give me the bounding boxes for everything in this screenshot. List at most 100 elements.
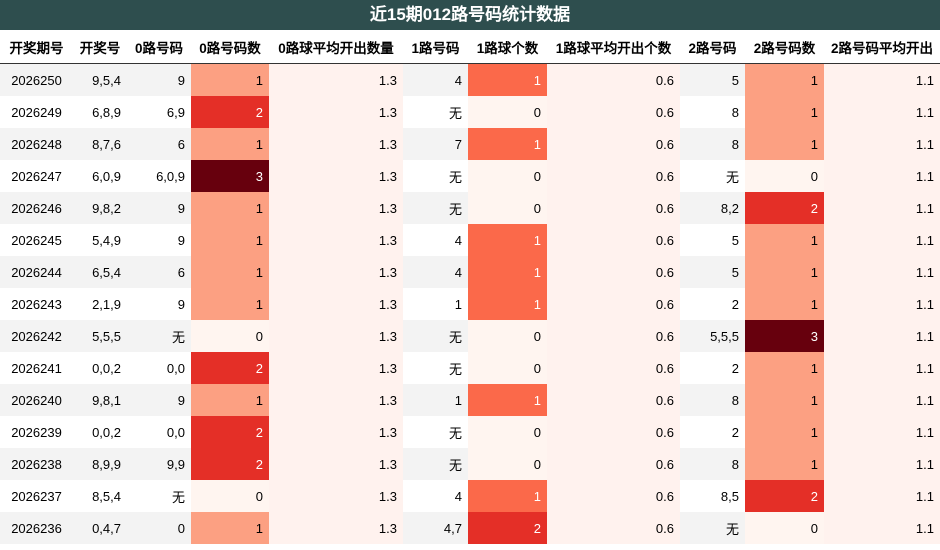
r1-numbers-cell: 无 [403, 448, 468, 480]
r0-count-cell: 1 [191, 384, 269, 416]
r0-count-cell: 0 [191, 320, 269, 352]
r0-avg-cell: 1.3 [269, 352, 403, 384]
r2-count-cell: 1 [745, 416, 824, 448]
issue-cell: 2026250 [0, 63, 73, 96]
r0-avg-cell: 1.3 [269, 224, 403, 256]
issue-cell: 2026242 [0, 320, 73, 352]
r0-count-cell: 0 [191, 480, 269, 512]
r2-count-cell: 1 [745, 288, 824, 320]
r0-numbers-cell: 0,0 [127, 352, 191, 384]
r0-avg-cell: 1.3 [269, 96, 403, 128]
r1-numbers-cell: 4,7 [403, 512, 468, 544]
r2-count-cell: 1 [745, 256, 824, 288]
col-header-r0-numbers: 0路号码 [127, 30, 191, 64]
r2-numbers-cell: 8 [680, 96, 745, 128]
table-row: 2026245 5,4,9 9 1 1.3 4 1 0.6 5 1 1.1 [0, 224, 940, 256]
r2-avg-cell: 1.1 [824, 288, 940, 320]
r0-numbers-cell: 6,0,9 [127, 160, 191, 192]
issue-cell: 2026238 [0, 448, 73, 480]
r1-count-cell: 0 [468, 192, 547, 224]
table-row: 2026247 6,0,9 6,0,9 3 1.3 无 0 0.6 无 0 1.1 [0, 160, 940, 192]
r1-avg-cell: 0.6 [547, 480, 680, 512]
r1-avg-cell: 0.6 [547, 448, 680, 480]
r0-avg-cell: 1.3 [269, 63, 403, 96]
r0-avg-cell: 1.3 [269, 480, 403, 512]
r2-numbers-cell: 5 [680, 224, 745, 256]
table-row: 2026243 2,1,9 9 1 1.3 1 1 0.6 2 1 1.1 [0, 288, 940, 320]
r2-avg-cell: 1.1 [824, 256, 940, 288]
col-header-r0-avg: 0路球平均开出数量 [269, 30, 403, 64]
r0-numbers-cell: 9 [127, 288, 191, 320]
r1-count-cell: 0 [468, 448, 547, 480]
issue-cell: 2026241 [0, 352, 73, 384]
r2-count-cell: 1 [745, 224, 824, 256]
r0-count-cell: 2 [191, 448, 269, 480]
draw-cell: 9,8,2 [73, 192, 127, 224]
col-header-r2-count: 2路号码数 [745, 30, 824, 64]
r0-avg-cell: 1.3 [269, 320, 403, 352]
r2-numbers-cell: 8 [680, 384, 745, 416]
r2-numbers-cell: 5 [680, 63, 745, 96]
r2-numbers-cell: 8,5 [680, 480, 745, 512]
r1-avg-cell: 0.6 [547, 128, 680, 160]
table-row: 2026239 0,0,2 0,0 2 1.3 无 0 0.6 2 1 1.1 [0, 416, 940, 448]
r0-avg-cell: 1.3 [269, 288, 403, 320]
col-header-r0-count: 0路号码数 [191, 30, 269, 64]
r0-numbers-cell: 无 [127, 480, 191, 512]
r1-count-cell: 0 [468, 416, 547, 448]
r2-avg-cell: 1.1 [824, 160, 940, 192]
r0-count-cell: 1 [191, 288, 269, 320]
r1-avg-cell: 0.6 [547, 288, 680, 320]
r0-count-cell: 1 [191, 128, 269, 160]
r1-count-cell: 1 [468, 128, 547, 160]
r1-avg-cell: 0.6 [547, 320, 680, 352]
table-row: 2026244 6,5,4 6 1 1.3 4 1 0.6 5 1 1.1 [0, 256, 940, 288]
r0-numbers-cell: 9 [127, 63, 191, 96]
r1-count-cell: 0 [468, 96, 547, 128]
r1-numbers-cell: 无 [403, 96, 468, 128]
r2-numbers-cell: 8,2 [680, 192, 745, 224]
draw-cell: 9,5,4 [73, 63, 127, 96]
draw-cell: 5,5,5 [73, 320, 127, 352]
col-header-issue: 开奖期号 [0, 30, 73, 64]
table-row: 2026248 8,7,6 6 1 1.3 7 1 0.6 8 1 1.1 [0, 128, 940, 160]
r1-avg-cell: 0.6 [547, 384, 680, 416]
r2-numbers-cell: 8 [680, 448, 745, 480]
r1-count-cell: 1 [468, 224, 547, 256]
r1-numbers-cell: 7 [403, 128, 468, 160]
r2-count-cell: 0 [745, 512, 824, 544]
r2-numbers-cell: 无 [680, 512, 745, 544]
r0-avg-cell: 1.3 [269, 416, 403, 448]
r1-avg-cell: 0.6 [547, 63, 680, 96]
r2-count-cell: 1 [745, 448, 824, 480]
table-row: 2026241 0,0,2 0,0 2 1.3 无 0 0.6 2 1 1.1 [0, 352, 940, 384]
draw-cell: 6,5,4 [73, 256, 127, 288]
col-header-r1-count: 1路球个数 [468, 30, 547, 64]
draw-cell: 8,7,6 [73, 128, 127, 160]
r2-count-cell: 3 [745, 320, 824, 352]
r1-numbers-cell: 无 [403, 416, 468, 448]
r1-numbers-cell: 无 [403, 192, 468, 224]
draw-cell: 9,8,1 [73, 384, 127, 416]
issue-cell: 2026249 [0, 96, 73, 128]
r0-numbers-cell: 0,0 [127, 416, 191, 448]
r2-count-cell: 1 [745, 384, 824, 416]
issue-cell: 2026247 [0, 160, 73, 192]
r2-numbers-cell: 2 [680, 288, 745, 320]
r0-avg-cell: 1.3 [269, 160, 403, 192]
r1-count-cell: 1 [468, 384, 547, 416]
r0-avg-cell: 1.3 [269, 512, 403, 544]
r1-numbers-cell: 4 [403, 256, 468, 288]
issue-cell: 2026237 [0, 480, 73, 512]
r1-count-cell: 1 [468, 480, 547, 512]
r1-avg-cell: 0.6 [547, 416, 680, 448]
r2-avg-cell: 1.1 [824, 128, 940, 160]
issue-cell: 2026239 [0, 416, 73, 448]
table-row: 2026240 9,8,1 9 1 1.3 1 1 0.6 8 1 1.1 [0, 384, 940, 416]
r2-numbers-cell: 2 [680, 416, 745, 448]
r0-avg-cell: 1.3 [269, 448, 403, 480]
r2-avg-cell: 1.1 [824, 448, 940, 480]
r1-numbers-cell: 无 [403, 160, 468, 192]
issue-cell: 2026243 [0, 288, 73, 320]
r2-avg-cell: 1.1 [824, 512, 940, 544]
